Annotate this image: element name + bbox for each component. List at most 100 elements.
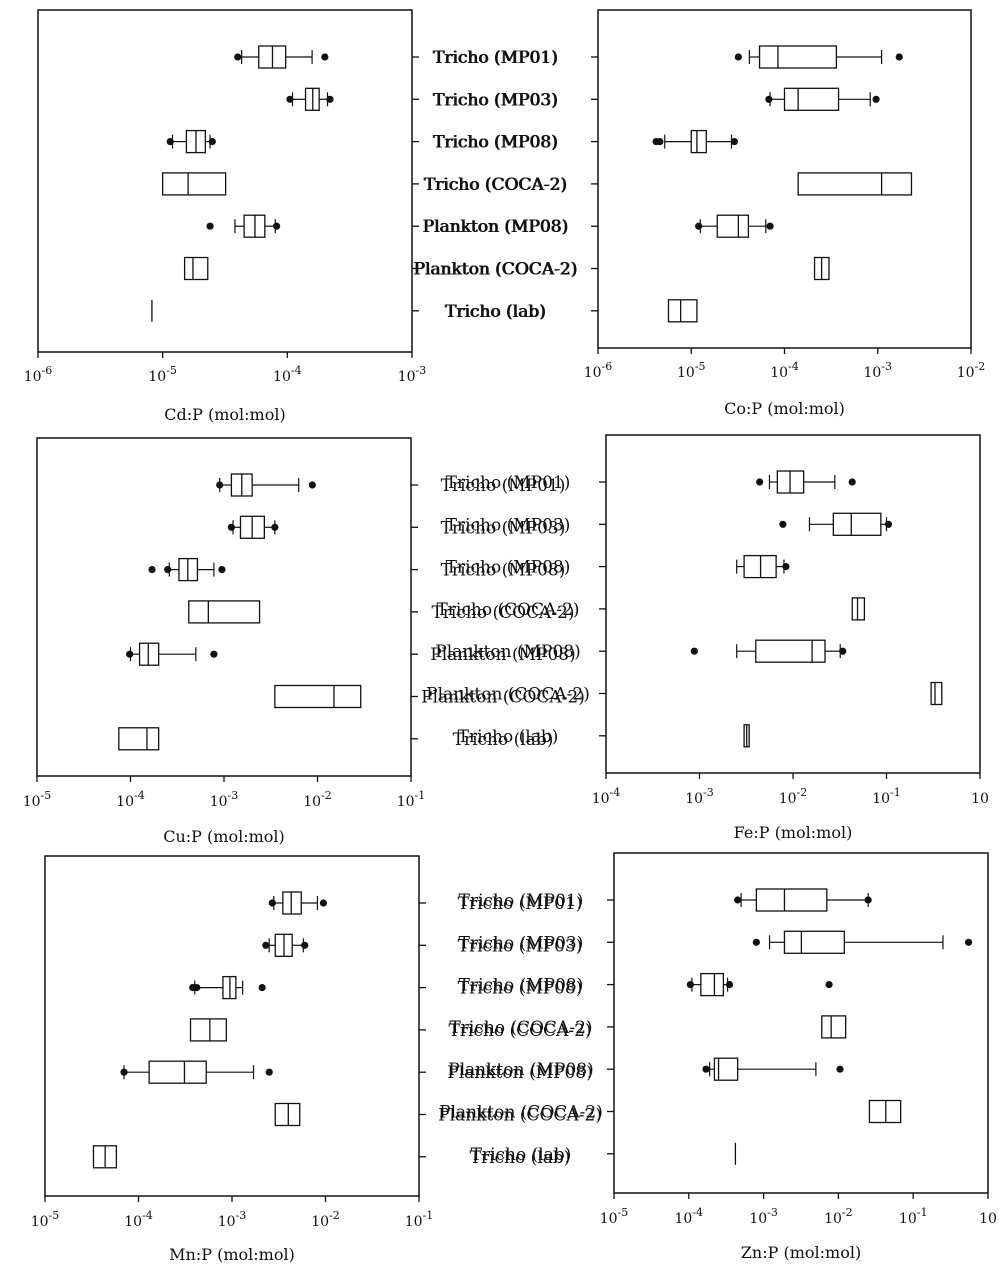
x-tick-label: 10-5 xyxy=(23,789,52,810)
box xyxy=(183,256,209,281)
box xyxy=(713,1057,739,1081)
category-label: Tricho (COCA-2) xyxy=(448,1021,591,1041)
outlier-point xyxy=(836,1065,844,1073)
x-tick-label: 10-2 xyxy=(779,786,808,807)
outlier-point xyxy=(208,138,216,146)
x-tick-label: 10-1 xyxy=(872,786,901,807)
box xyxy=(716,214,750,238)
category-label: Tricho (lab) xyxy=(470,1148,571,1168)
box xyxy=(189,1018,227,1042)
outlier-point xyxy=(193,984,201,992)
box xyxy=(832,512,882,536)
box xyxy=(148,1060,207,1084)
category-label: Tricho (MP01) xyxy=(434,48,559,68)
category-label: Plankton (COCA-2) xyxy=(414,260,578,280)
x-tick-label: 10-1 xyxy=(405,1209,434,1230)
category-label: Tricho (MP08) xyxy=(458,979,583,999)
category-label: Tricho (MP08) xyxy=(433,133,558,153)
outlier-point xyxy=(964,938,973,946)
outlier-point xyxy=(730,138,738,146)
outlier-point xyxy=(319,899,328,907)
box xyxy=(700,972,725,997)
box xyxy=(755,888,828,912)
outlier-point xyxy=(126,650,134,658)
outlier-point xyxy=(321,53,329,61)
outlier-point xyxy=(848,478,856,486)
category-label: Tricho (MP01) xyxy=(459,891,584,911)
category-label: Tricho (MP03) xyxy=(441,518,566,538)
outlier-point xyxy=(695,222,703,230)
x-tick-label: 10-1 xyxy=(397,789,426,810)
box xyxy=(118,727,160,751)
box xyxy=(868,1099,902,1124)
category-label: Plankton (COCA-2) xyxy=(426,685,590,705)
outlier-point xyxy=(164,566,172,574)
outlier-point xyxy=(686,981,694,989)
box xyxy=(274,684,362,709)
outlier-point xyxy=(702,1065,710,1073)
outlier-point xyxy=(262,941,270,949)
x-tick-label: 10-5 xyxy=(600,1206,629,1227)
x-tick-label: 10-3 xyxy=(218,1209,247,1230)
x-tick-label: 10-2 xyxy=(303,789,332,810)
box xyxy=(274,1102,301,1127)
x-tick-label: 10-3 xyxy=(863,360,892,381)
category-label: Tricho (MP03) xyxy=(459,933,584,953)
box xyxy=(755,639,826,663)
category-label: Plankton (MP08) xyxy=(430,645,575,665)
x-axis-label: Fe:P (mol:mol) xyxy=(734,823,853,842)
outlier-point xyxy=(825,981,833,989)
category-label: Tricho (lab) xyxy=(445,302,546,322)
outlier-point xyxy=(271,523,279,531)
outlier-point xyxy=(766,222,774,230)
x-tick-label: 10-4 xyxy=(675,1206,704,1227)
category-label: Tricho (MP08) xyxy=(434,133,559,153)
x-tick-label: 10-2 xyxy=(957,360,986,381)
category-label: Tricho (MP08) xyxy=(441,561,566,581)
x-tick-label: 10-5 xyxy=(677,360,706,381)
category-label: Plankton (MP08) xyxy=(448,1060,593,1080)
outlier-point xyxy=(690,647,698,655)
x-tick-label: 10-1 xyxy=(899,1206,928,1227)
box xyxy=(667,299,698,323)
outlier-point xyxy=(884,520,893,528)
box xyxy=(282,891,302,915)
category-label: Tricho (lab) xyxy=(446,302,547,322)
outlier-point xyxy=(218,566,226,574)
x-axis-label: Co:P (mol:mol) xyxy=(724,399,845,418)
x-tick-label: 10-5 xyxy=(31,1209,60,1230)
x-tick-label: 10-3 xyxy=(398,364,427,385)
x-axis-label: Mn:P (mol:mol) xyxy=(169,1245,295,1264)
outlier-point xyxy=(210,650,218,658)
category-label: Tricho (COCA-2) xyxy=(431,603,574,623)
x-tick-label: 10-4 xyxy=(116,789,145,810)
category-label: Plankton (MP08) xyxy=(422,217,567,237)
category-label: Tricho (COCA-2) xyxy=(424,175,567,195)
category-label: Plankton (COCA-2) xyxy=(439,1103,603,1123)
x-axis-label: Cu:P (mol:mol) xyxy=(163,827,285,846)
outlier-point xyxy=(725,981,734,989)
box xyxy=(758,45,838,69)
box xyxy=(783,930,845,954)
outlier-point xyxy=(779,520,787,528)
category-label: Tricho (MP03) xyxy=(458,936,583,956)
plot-frame xyxy=(613,852,989,1194)
box xyxy=(690,129,707,154)
outlier-point xyxy=(864,896,872,904)
x-tick-label: 10-3 xyxy=(685,786,714,807)
outlier-point xyxy=(286,95,294,103)
category-label: Plankton (MP08) xyxy=(447,1063,592,1083)
x-tick-label: 10-4 xyxy=(592,786,621,807)
outlier-point xyxy=(265,1068,273,1076)
category-label: Tricho (MP01) xyxy=(441,476,566,496)
outlier-point xyxy=(272,222,281,230)
outlier-point xyxy=(301,941,309,949)
outlier-point xyxy=(206,222,214,230)
outlier-point xyxy=(656,138,664,146)
x-tick-label: 10-4 xyxy=(770,360,799,381)
outlier-point xyxy=(734,53,742,61)
box xyxy=(797,172,913,196)
box xyxy=(930,681,943,706)
category-label: Tricho (MP03) xyxy=(446,515,571,535)
category-label: Tricho (COCA-2) xyxy=(423,175,566,195)
